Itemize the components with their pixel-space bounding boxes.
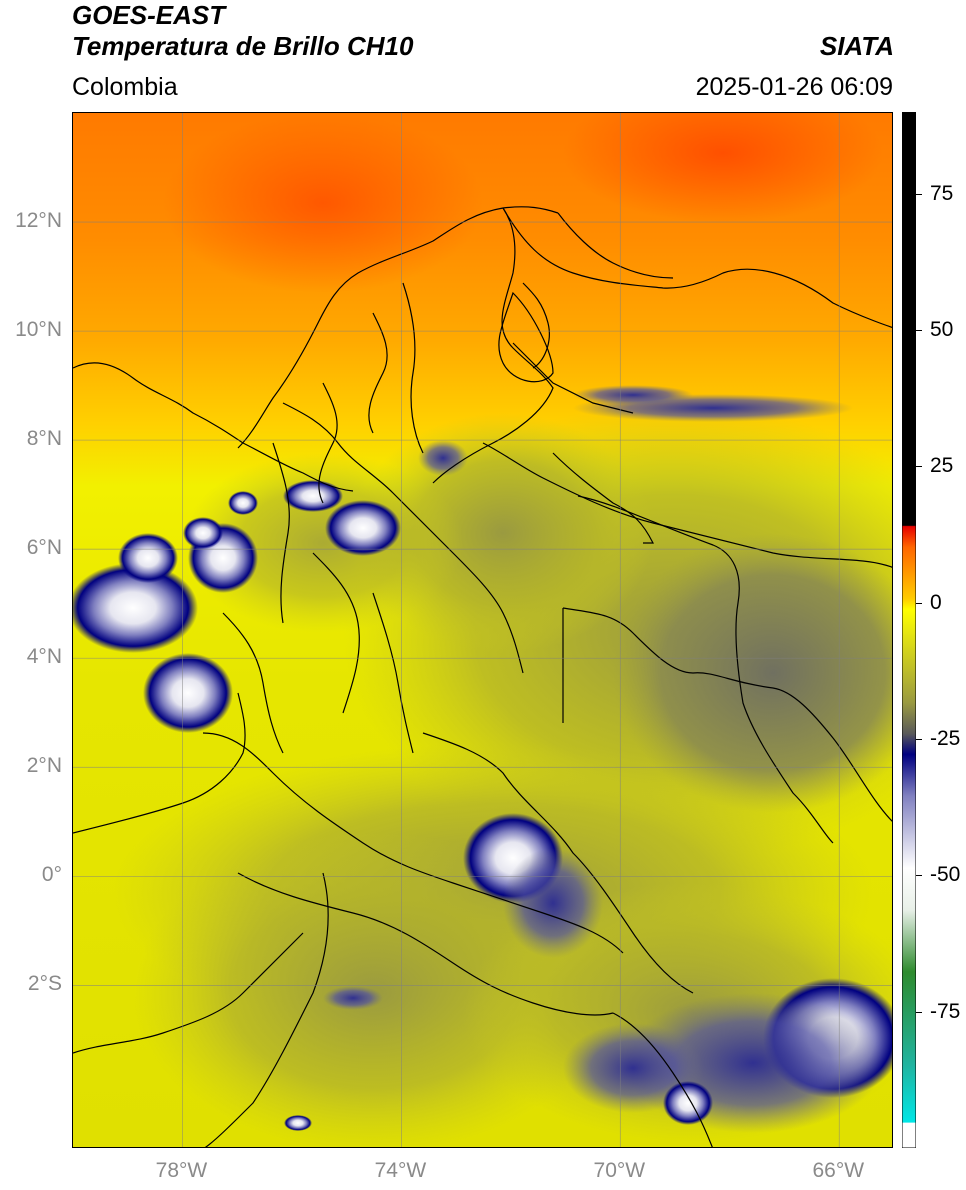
cold-cloud-band [573, 385, 693, 405]
cold-cloud [418, 440, 468, 476]
convective-cloud [143, 653, 233, 733]
lon-tick-label: 74°W [374, 1159, 427, 1182]
lon-tick-label: 70°W [593, 1159, 646, 1182]
warm-region [163, 113, 483, 293]
lat-tick-label: 2°S [27, 972, 62, 996]
cold-cloud [503, 848, 603, 958]
convective-cloud [283, 480, 343, 512]
colorbar-tick [916, 602, 922, 604]
colorbar-tick [916, 330, 922, 332]
region-label: Colombia [72, 73, 178, 101]
convective-cloud [663, 1081, 713, 1125]
graticule [73, 113, 892, 1147]
brightness-temperature-map [73, 113, 892, 1147]
cold-cloud [323, 986, 383, 1010]
lat-tick-label: 4°N [26, 645, 62, 669]
colorbar-tick [916, 875, 922, 877]
datetime-label: 2025-01-26 06:09 [695, 73, 893, 101]
lon-tick-label: 66°W [812, 1159, 865, 1182]
colorbar-tick-label: -75 [930, 999, 961, 1023]
colorbar-tick [916, 739, 922, 741]
convective-cloud [228, 491, 258, 515]
colorbar-tick-label: -25 [930, 727, 961, 751]
lon-tick-label: 78°W [155, 1159, 208, 1182]
colorbar [902, 112, 916, 1148]
lat-tick-label: 10°N [15, 318, 62, 342]
colorbar-tick [916, 466, 922, 468]
map-panel[interactable] [72, 112, 893, 1148]
convective-cloud [183, 517, 223, 549]
product-title: Temperatura de Brillo CH10 [72, 31, 414, 61]
colorbar-tick-label: -50 [930, 863, 961, 887]
convective-cloud [118, 533, 178, 583]
lat-tick-label: 0° [41, 863, 62, 887]
org-label: SIATA [819, 31, 894, 61]
satellite-title: GOES-EAST [72, 0, 226, 30]
cold-region [613, 533, 892, 813]
colorbar-tick-label: 75 [930, 181, 954, 205]
colorbar-tick [916, 193, 922, 195]
colorbar-tick-label: 50 [930, 318, 954, 342]
colorbar-tick-label: 25 [930, 454, 954, 478]
lat-tick-label: 2°N [26, 754, 62, 778]
convective-cloud [284, 1115, 312, 1131]
lat-tick-label: 12°N [15, 209, 62, 233]
convective-cloud [73, 563, 198, 653]
convective-cloud [325, 500, 401, 556]
colorbar-tick [916, 1011, 922, 1013]
lat-tick-label: 6°N [26, 536, 62, 560]
warm-region [563, 113, 883, 223]
lat-tick-label: 8°N [26, 427, 62, 451]
colorbar-tick-label: 0 [930, 590, 942, 614]
